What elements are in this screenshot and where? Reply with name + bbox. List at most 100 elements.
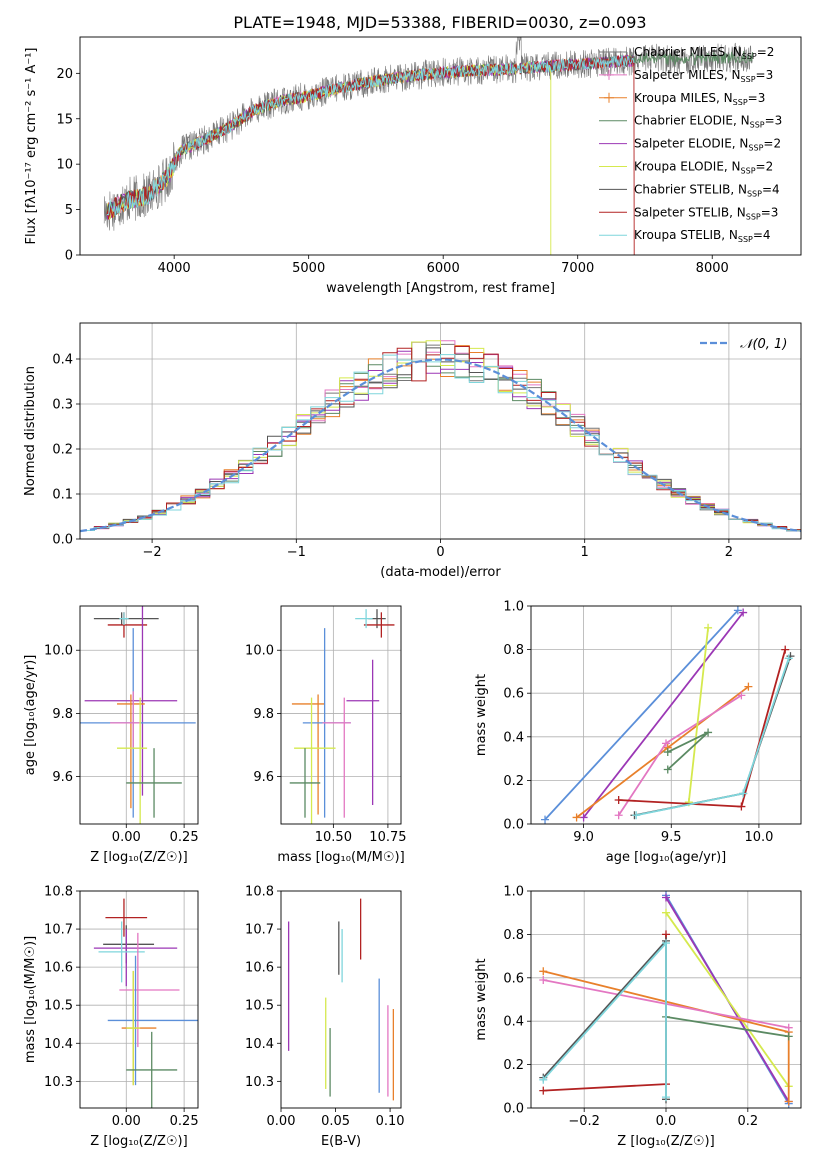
y-tick-label: 10.7: [44, 923, 73, 938]
histogram-4: [80, 350, 801, 532]
histogram-lines: [80, 340, 801, 533]
weight-marker: [632, 811, 641, 820]
weight-marker: [733, 606, 742, 615]
x-tick-label: −2: [143, 545, 162, 560]
age-vs-metallicity-panel: 0.00 0.25 9.6 9.8 10.0 Z [log₁₀(Z/Z☉)] age [lo…: [23, 605, 199, 865]
x-tick-label: 0.25: [170, 1114, 199, 1129]
y-tick-label: 0.2: [52, 443, 73, 458]
errorbars: [289, 609, 395, 824]
errorbar-point: [119, 932, 180, 1048]
y-tick-label: 10.3: [44, 1075, 73, 1090]
legend-label-text: Salpeter MILES, N: [634, 68, 741, 82]
y-tick-label: 10.3: [245, 1075, 274, 1090]
weight-marker: [572, 813, 581, 822]
x-axis-label: age [log₁₀(age/yr)]: [606, 850, 727, 865]
legend-marker: [604, 69, 614, 80]
legend-label-subscript: SSP: [733, 98, 748, 107]
legend-label-suffix: =3: [765, 114, 783, 128]
y-tick-label: 0.6: [503, 687, 524, 702]
errorbar-point: [291, 694, 325, 815]
axes-frame: [79, 890, 199, 1109]
weight-marker: [662, 1093, 670, 1102]
errorbar-point: [289, 748, 321, 818]
x-tick-label: 10.75: [369, 830, 406, 845]
weight-marker: [744, 682, 753, 691]
weight-line-5: [665, 1016, 789, 1038]
axes-frame: [79, 322, 802, 540]
legend-label-subscript: SSP: [741, 167, 756, 176]
x-tick-label: 5000: [292, 261, 325, 276]
weight-lines: [539, 891, 793, 1108]
axes-frame: [79, 605, 199, 825]
legend-label: Kroupa STELIB, NSSP=4: [634, 228, 771, 244]
weight-marker: [662, 939, 670, 948]
y-tick-label: 0.4: [503, 1015, 524, 1030]
legend-label-subscript: SSP: [748, 144, 763, 153]
weight-marker: [784, 1023, 793, 1032]
y-tick-label: 9.6: [253, 770, 274, 785]
y-axis-label: mass weight: [474, 958, 489, 1040]
spectrum-panel: 4000 5000 6000 7000 8000 0 5 10 15 20 wavelength […: [24, 36, 802, 296]
weight-marker: [781, 645, 790, 654]
x-axis-label: E(B-V): [321, 1134, 361, 1149]
legend-label-text: Kroupa ELODIE, N: [634, 160, 741, 174]
weight-marker: [539, 1086, 548, 1095]
y-tick-label: 0.4: [503, 730, 524, 745]
weight-marker: [662, 893, 670, 902]
errorbar-point: [363, 612, 395, 638]
errorbar-point: [355, 609, 373, 629]
legend-label-suffix: =3: [756, 68, 774, 82]
mass-weight-vs-metallicity-panel: −0.2 0.0 0.2 0.0 0.2 0.4 0.6 0.8 1.0 Z [log₁₀(Z/Z…: [474, 885, 802, 1149]
y-axis-label: Normed distribution: [23, 366, 38, 496]
x-axis-label: (data-model)/error: [380, 565, 501, 580]
x-tick-label: 0: [436, 545, 444, 560]
legend-label-text: Salpeter STELIB, N: [634, 205, 746, 219]
y-tick-label: 0.6: [503, 971, 524, 986]
x-tick-label: 0.2: [737, 1114, 758, 1129]
x-axis-label: Z [log₁₀(Z/Z☉)]: [90, 850, 187, 865]
weight-marker: [663, 765, 672, 774]
y-tick-label: 0.8: [503, 928, 524, 943]
mass-vs-ebv-panel: 0.00 0.05 0.10 10.3 10.4 10.5 10.6 10.7 10.8 E(B-…: [245, 885, 405, 1150]
spectrum-lines: [103, 37, 754, 255]
legend-label: Salpeter MILES, NSSP=3: [634, 68, 773, 84]
y-tick-label: 0: [65, 249, 73, 264]
legend-label-text: Chabrier MILES, N: [634, 45, 742, 59]
y-tick-label: 10: [56, 158, 73, 173]
y-tick-label: 0.0: [503, 1102, 524, 1117]
figure-title: PLATE=1948, MJD=53388, FIBERID=0030, z=0…: [233, 13, 646, 32]
errorbar-point: [346, 659, 380, 806]
y-tick-label: 0.8: [503, 643, 524, 658]
legend-label-suffix: =4: [762, 182, 780, 196]
legend-label: Salpeter ELODIE, NSSP=2: [634, 137, 781, 153]
errorbar-point: [126, 1031, 178, 1108]
x-axis-label: wavelength [Angstrom, rest frame]: [326, 281, 555, 296]
y-tick-label: 10.7: [245, 923, 274, 938]
y-axis-label: age [log₁₀(age/yr)]: [23, 655, 38, 776]
legend-label: Chabrier STELIB, NSSP=4: [634, 182, 780, 198]
x-tick-label: −0.2: [568, 1114, 600, 1129]
y-tick-label: 0.0: [52, 533, 73, 548]
legend-label: Kroupa ELODIE, NSSP=2: [634, 160, 773, 176]
weight-marker: [541, 815, 550, 824]
weight-marker: [704, 623, 713, 632]
y-tick-label: 10.5: [44, 999, 73, 1014]
weight-line-1: [582, 611, 744, 819]
y-tick-label: 9.8: [253, 707, 274, 722]
weight-marker: [614, 811, 623, 820]
x-tick-label: 6000: [427, 261, 460, 276]
y-tick-label: 1.0: [503, 600, 524, 615]
weight-marker: [784, 1097, 793, 1106]
legend-label-subscript: SSP: [742, 52, 757, 61]
weight-marker: [662, 739, 670, 748]
x-tick-label: 7000: [561, 261, 594, 276]
y-tick-label: 5: [65, 203, 73, 218]
legend-label: Salpeter STELIB, NSSP=3: [634, 205, 778, 221]
x-axis-label: mass [log₁₀(M/M☉)]: [277, 850, 404, 865]
weight-marker: [614, 796, 623, 805]
errorbar-point: [98, 921, 145, 983]
x-tick-label: 1: [581, 545, 589, 560]
legend-label-subscript: SSP: [741, 75, 756, 84]
